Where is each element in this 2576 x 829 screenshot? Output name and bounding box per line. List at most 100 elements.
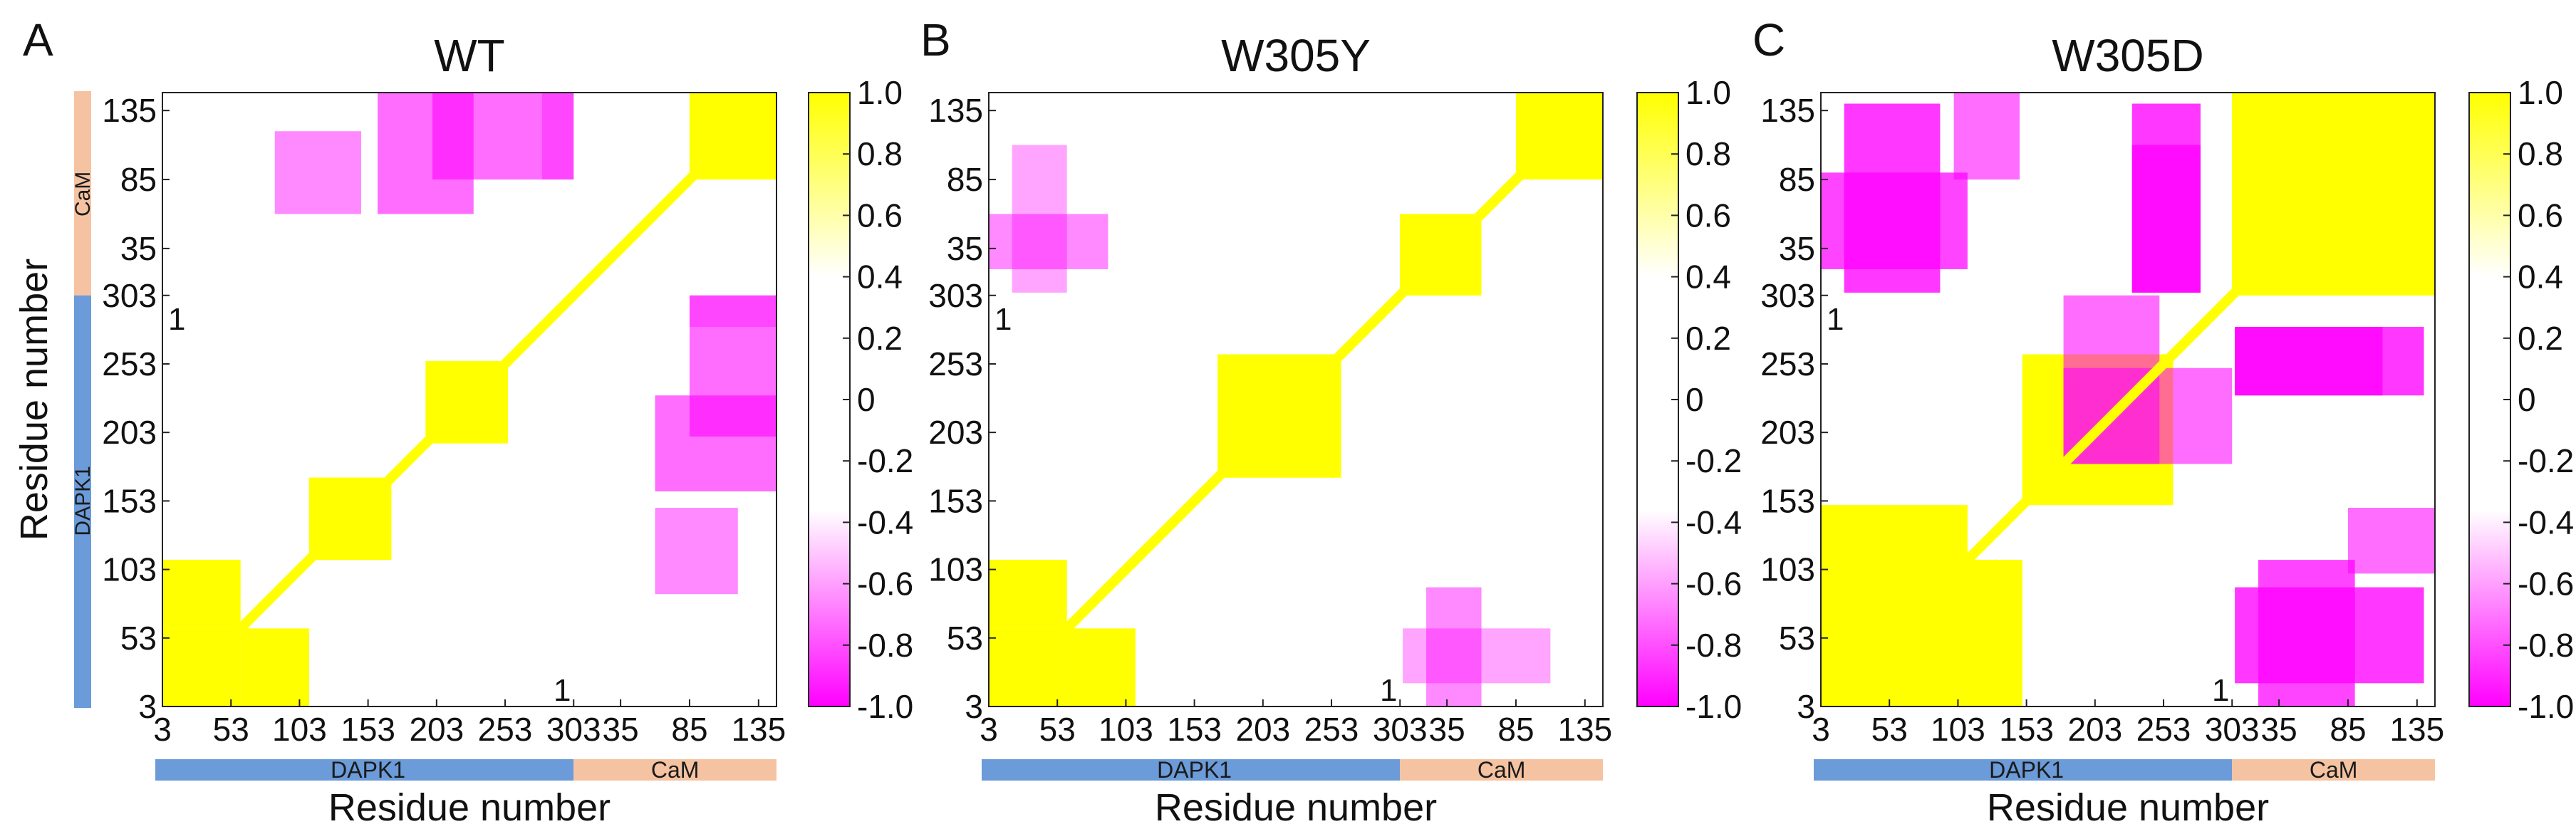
x-tick-label: 35: [603, 711, 639, 748]
colorbar-tick-label: 0.2: [857, 320, 903, 357]
anticorrelated-block: [274, 131, 361, 214]
anticorrelated-block: [989, 214, 1108, 269]
dapk1-segment-bar: [1814, 759, 2233, 781]
anticorrelated-block: [2258, 560, 2355, 707]
x-tick-label: 3: [153, 711, 172, 748]
colorbar-tick-label: 0.8: [1686, 135, 1731, 172]
dapk1-segment-label: DAPK1: [1157, 757, 1232, 783]
colorbar-tick-label: -0.6: [2518, 565, 2574, 603]
panel-A-y-axis-decor: CaM DAPK1 Residue number: [13, 91, 95, 709]
x-tick-label: 303: [1373, 711, 1428, 748]
segment-start-marker-x: 1: [2212, 673, 2229, 708]
dapk1-vertical-segment-label: DAPK1: [71, 466, 95, 536]
y-tick-label: 85: [120, 161, 157, 198]
y-tick-label: 203: [1760, 414, 1815, 451]
colorbar-tick-label: -0.2: [1686, 442, 1742, 479]
colorbar-tick-label: 0.2: [1686, 320, 1731, 357]
y-tick-label: 153: [102, 482, 157, 519]
dapk1-vertical-segment-bar: [74, 295, 91, 709]
colorbar-tick-label: 1.0: [857, 74, 903, 111]
x-tick-label: 135: [731, 711, 786, 748]
correlated-block: [268, 669, 309, 707]
y-tick-label: 53: [120, 620, 157, 657]
cam-segment-bar: [2232, 759, 2435, 781]
y-tick-label: 103: [928, 551, 983, 588]
x-tick-label: 103: [1099, 711, 1153, 748]
colorbar-tick-label: 0: [1686, 381, 1704, 418]
heatmap-cells: [162, 93, 777, 707]
segment-start-marker-x: 1: [1380, 673, 1397, 708]
colorbar-tick-label: -0.6: [1686, 565, 1742, 603]
x-tick-label: 303: [2205, 711, 2260, 748]
y-tick-label: 35: [120, 230, 157, 267]
colorbar-tick-label: 0.8: [857, 135, 903, 172]
x-tick-label: 3: [1812, 711, 1830, 748]
cam-segment-bar: [1400, 759, 1603, 781]
x-tick-label: 103: [1931, 711, 1985, 748]
correlated-block: [1066, 628, 1136, 707]
anticorrelated-block: [1403, 628, 1551, 684]
x-axis-label: Residue number: [1987, 786, 2269, 829]
y-tick-label: 3: [138, 688, 157, 725]
colorbar-tick-label: 0.4: [2518, 259, 2563, 296]
colorbar-tick-label: 0.4: [1686, 259, 1731, 296]
colorbar-tick-label: -0.8: [1686, 627, 1742, 664]
x-tick-label: 35: [1429, 711, 1465, 748]
diagonal-line: [162, 93, 777, 707]
anticorrelated-block: [432, 93, 574, 180]
y-axis-label: Residue number: [13, 259, 56, 541]
panel-B: B W305Y3353531031031531532032032532533033…: [920, 14, 1742, 829]
heatmap-cells: [989, 93, 1603, 707]
colorbar-tick-label: 0.6: [2518, 197, 2563, 234]
x-tick-label: 253: [478, 711, 533, 748]
anticorrelated-block: [1426, 587, 1482, 707]
colorbar-tick-label: 0.2: [2518, 320, 2563, 357]
y-tick-label: 203: [928, 414, 983, 451]
x-tick-label: 253: [1304, 711, 1359, 748]
colorbar-tick-label: -0.8: [2518, 627, 2574, 664]
x-tick-label: 253: [2136, 711, 2191, 748]
y-tick-label: 253: [1760, 345, 1815, 382]
colorbar-tick-label: -0.2: [2518, 442, 2574, 479]
anticorrelated-block: [1821, 172, 1968, 269]
x-tick-label: 203: [2067, 711, 2122, 748]
cam-segment-label: CaM: [2310, 757, 2358, 783]
colorbar-tick-label: -1.0: [1686, 688, 1742, 725]
y-tick-label: 303: [1760, 277, 1815, 314]
y-tick-label: 153: [1760, 482, 1815, 519]
y-tick-label: 85: [947, 161, 983, 198]
cam-segment-label: CaM: [651, 757, 700, 783]
panel-letter: A: [23, 14, 53, 66]
x-axis-label: Residue number: [328, 786, 611, 829]
anticorrelated-block: [2235, 327, 2383, 396]
y-tick-label: 53: [1779, 620, 1815, 657]
x-tick-label: 153: [1999, 711, 2054, 748]
segment-start-marker-y: 1: [168, 302, 185, 337]
dapk1-segment-label: DAPK1: [1989, 757, 2064, 783]
x-tick-label: 303: [546, 711, 601, 748]
colorbar-tick-label: -0.4: [857, 504, 913, 541]
anticorrelated-block: [2131, 145, 2201, 293]
heatmap-frame: [1820, 92, 2436, 707]
x-axis-label: Residue number: [1155, 786, 1437, 829]
x-tick-label: 203: [1235, 711, 1290, 748]
x-tick-label: 85: [2330, 711, 2366, 748]
y-tick-label: 35: [947, 230, 983, 267]
colorbar-tick-label: 0.6: [1686, 197, 1731, 234]
colorbar-tick-label: -1.0: [857, 688, 913, 725]
segment-start-marker-y: 1: [994, 302, 1012, 337]
cam-vertical-segment-bar: [74, 91, 91, 296]
segment-start-marker-y: 1: [1827, 302, 1844, 337]
y-tick-label: 135: [1760, 92, 1815, 129]
y-tick-label: 3: [965, 688, 983, 725]
x-tick-label: 153: [1167, 711, 1222, 748]
colorbar-tick-label: 0: [2518, 381, 2536, 418]
cam-segment-label: CaM: [1477, 757, 1526, 783]
y-tick-label: 303: [102, 277, 157, 314]
y-tick-label: 53: [947, 620, 983, 657]
x-tick-label: 203: [409, 711, 464, 748]
diagonal-line: [989, 93, 1603, 707]
colorbar-tick-label: -0.4: [2518, 504, 2574, 541]
panel-A: A WT3353531031031531532032032532533033033…: [23, 14, 913, 829]
